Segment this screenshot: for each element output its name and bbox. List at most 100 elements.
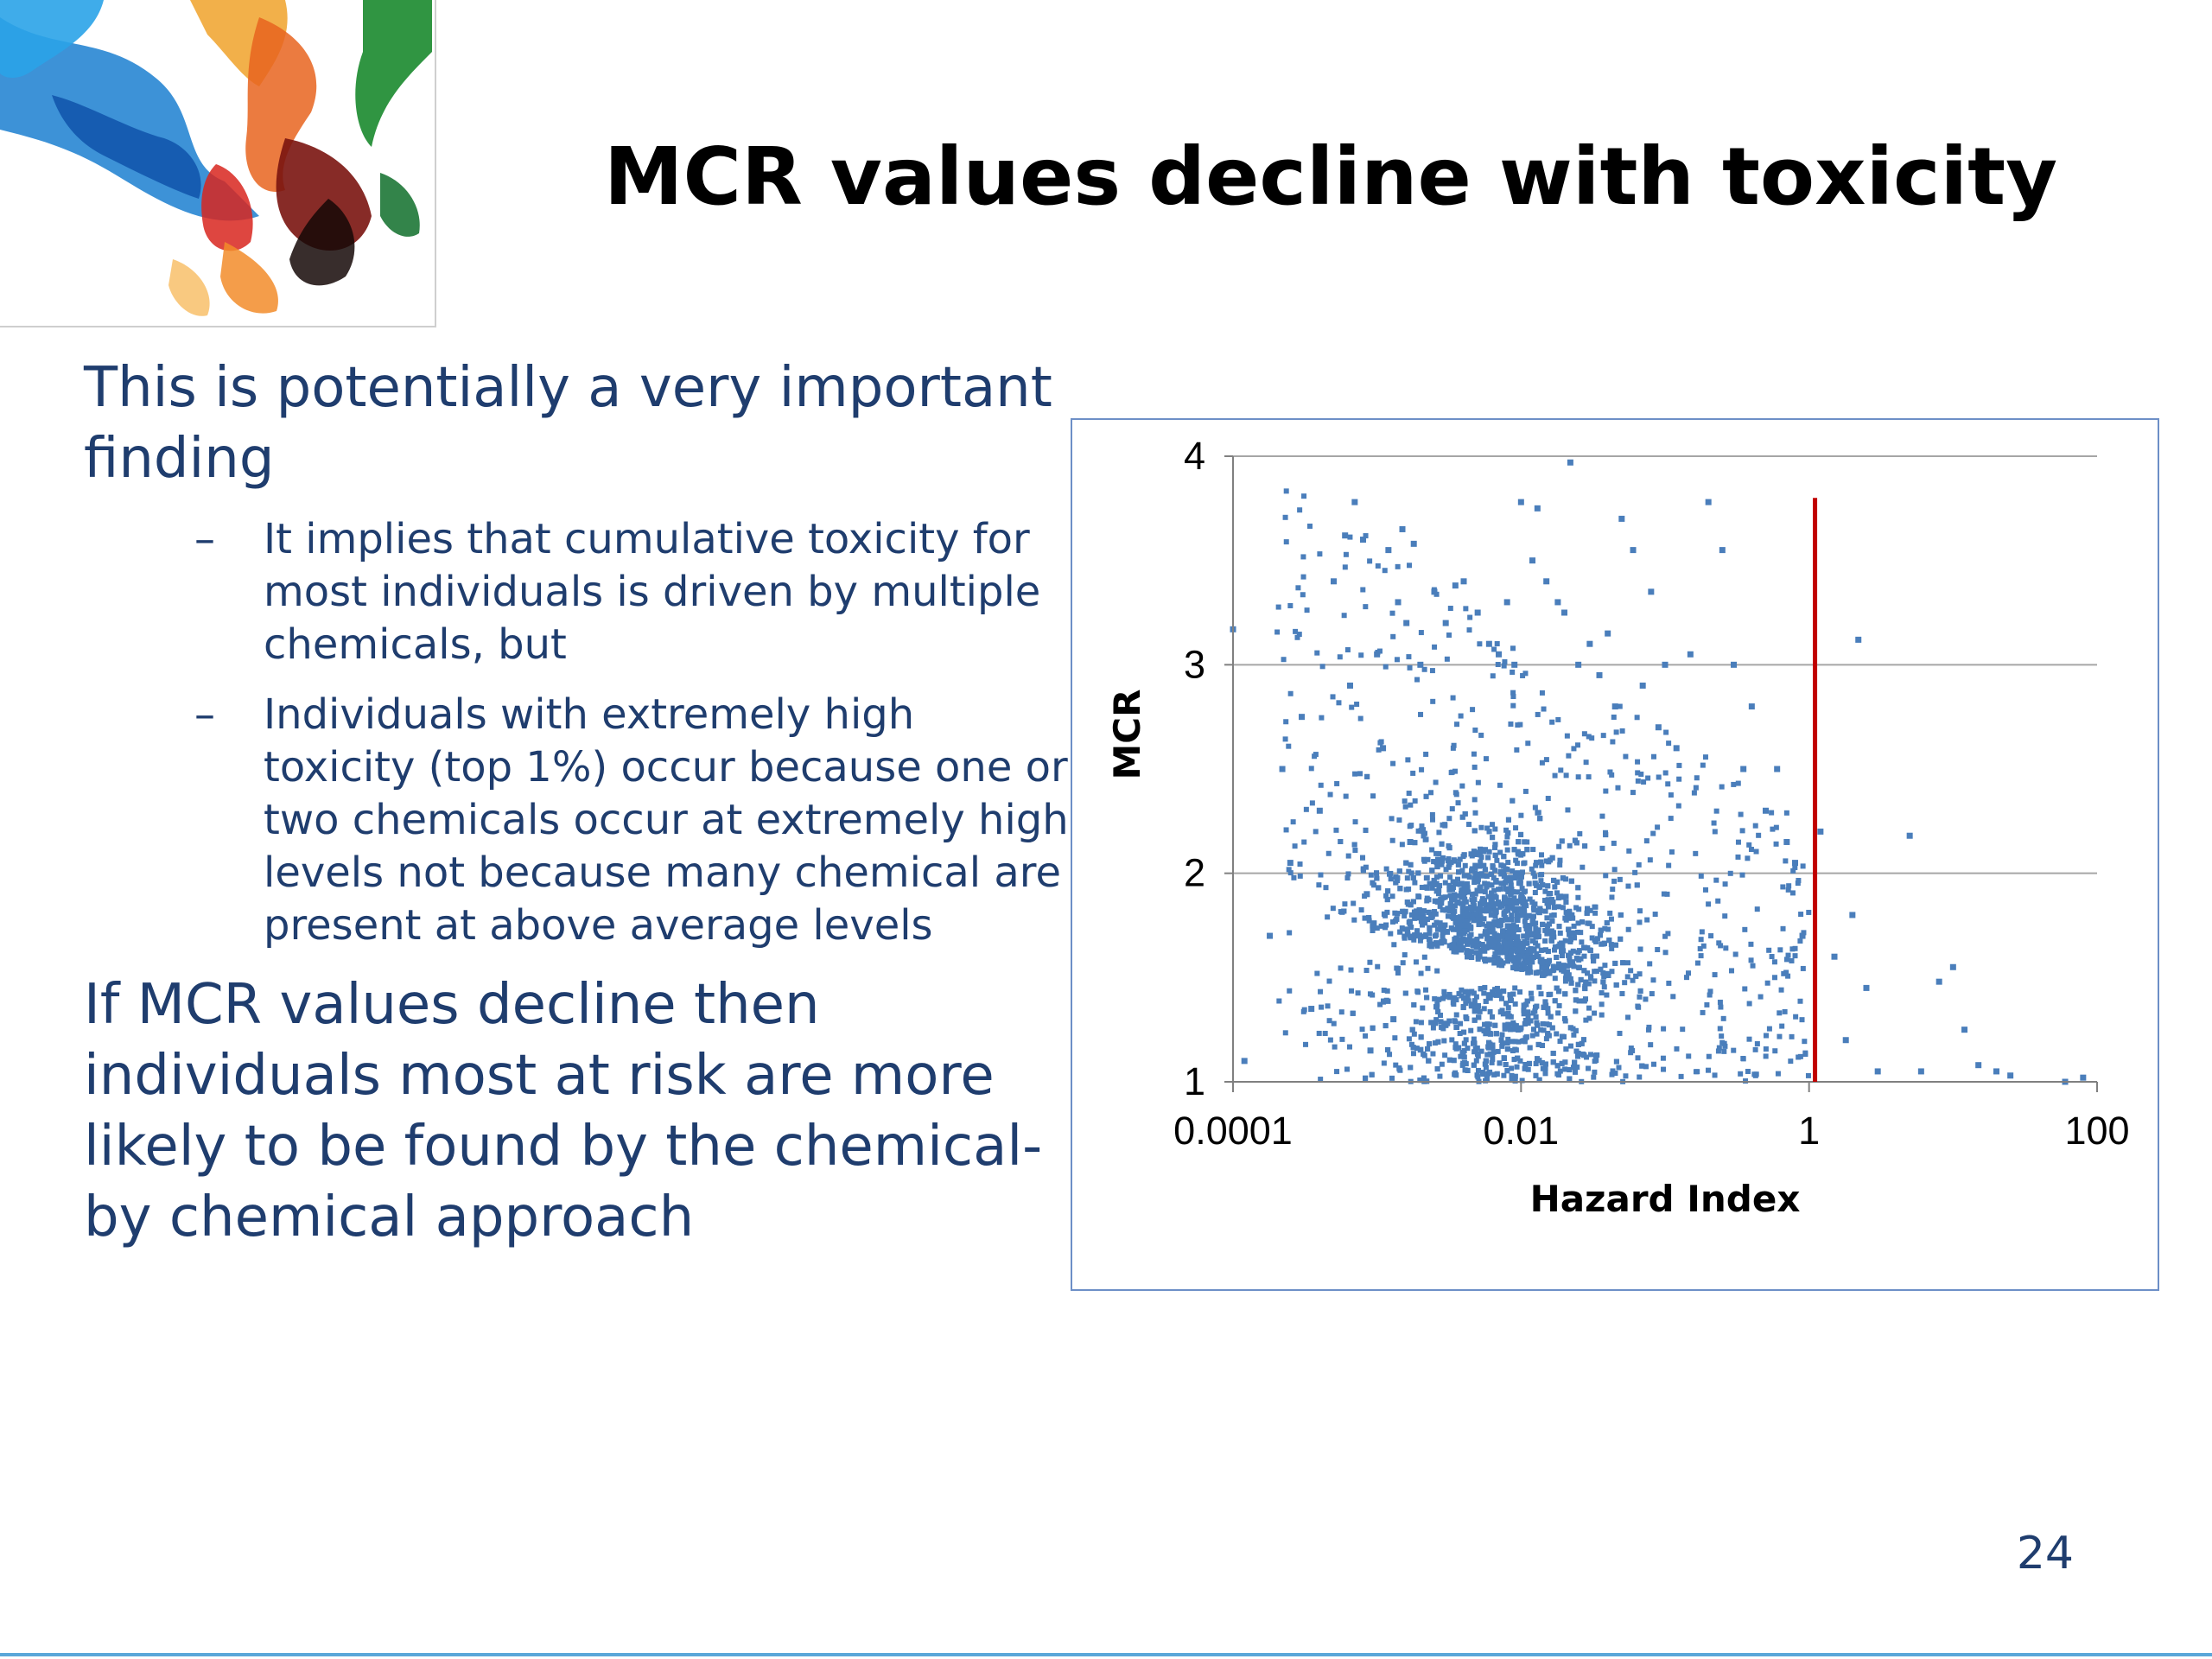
data-point [1486,1021,1492,1027]
data-point [1461,1029,1467,1035]
data-point [1545,1010,1551,1016]
data-point [1707,992,1713,998]
data-point [1573,905,1580,911]
data-point [1662,950,1669,956]
data-point [1535,927,1541,933]
data-point [1713,877,1719,883]
data-point [1510,694,1516,700]
data-point [1522,788,1529,794]
data-point [1334,1069,1340,1075]
data-point [1282,514,1288,520]
data-point [1596,671,1603,678]
data-point [1975,1062,1982,1069]
data-point [1503,1062,1509,1068]
data-point [1343,793,1349,799]
data-point [1485,957,1491,963]
data-point [1434,1066,1440,1072]
data-point [1395,969,1401,976]
data-point [1517,878,1523,884]
data-point [1471,851,1478,857]
data-point [1473,911,1479,917]
data-point [1561,1015,1567,1021]
data-point [1495,662,1501,668]
data-point [1439,861,1445,868]
data-point [1505,830,1511,836]
data-point [1481,898,1487,904]
data-point [1610,739,1616,745]
data-point [1700,943,1707,949]
data-point [1415,915,1421,921]
data-point [1788,1058,1794,1065]
data-point [1504,935,1510,941]
data-point [1510,924,1516,930]
data-point [1471,751,1477,757]
data-point [1587,974,1593,980]
data-point [1484,1076,1490,1082]
data-point [1344,875,1351,881]
data-point [1750,963,1756,969]
data-point [1461,923,1467,929]
data-point [1449,806,1455,812]
data-point [1562,938,1568,944]
data-point [1722,913,1728,919]
data-point [1538,878,1544,884]
data-point [1424,874,1430,880]
data-point [1580,1037,1586,1043]
data-point [1517,944,1523,950]
data-point [1357,715,1363,721]
data-point [1548,1014,1554,1020]
data-point [1530,1027,1536,1033]
data-point [1502,1022,1508,1028]
data-point [1530,870,1536,876]
data-point [1477,953,1483,959]
data-point [1573,1069,1579,1075]
data-point [1566,926,1572,932]
data-point [1490,1042,1496,1048]
data-point [1769,954,1775,960]
sub-point-text: Individuals with extremely high toxicity… [264,690,1069,950]
data-point [2007,1072,2014,1079]
data-point [1510,669,1516,675]
data-point [1504,1040,1510,1046]
data-point [1630,977,1636,983]
data-point [1501,940,1507,946]
data-point [1514,966,1520,972]
data-point [1394,916,1400,922]
data-point [1451,941,1457,947]
data-point [1410,874,1416,880]
data-point [1463,1037,1469,1043]
data-point [1542,908,1548,914]
data-point [1798,912,1804,918]
data-point [1949,963,1956,970]
data-point [1693,1069,1699,1075]
data-point [1367,959,1373,965]
data-point [1396,868,1402,874]
data-point [1477,1027,1483,1033]
data-point [1509,887,1515,893]
data-point [1431,588,1438,595]
data-point [1611,878,1618,884]
data-point [1542,999,1548,1005]
data-point [1578,930,1584,936]
data-point [1498,958,1504,964]
data-point [1363,1075,1369,1081]
data-point [1388,931,1394,937]
data-point [1510,645,1516,652]
data-point [1478,914,1484,920]
data-point [1521,905,1527,911]
data-point [1363,891,1370,898]
data-point [1267,932,1274,939]
data-point [1507,992,1513,998]
data-point [1560,1033,1567,1039]
data-point [1308,766,1314,772]
data-point [1452,919,1459,925]
data-point [1469,891,1475,897]
data-point [1428,1020,1434,1026]
data-point [1318,1077,1324,1083]
data-point [1566,753,1572,759]
data-point [1508,721,1514,728]
data-point [1512,955,1518,961]
data-point [1478,732,1484,738]
data-point [1535,1056,1541,1062]
data-point [1403,620,1410,626]
